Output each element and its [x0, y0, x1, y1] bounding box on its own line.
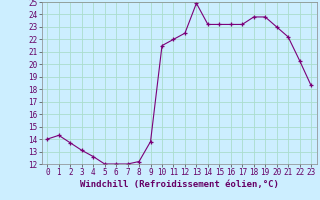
X-axis label: Windchill (Refroidissement éolien,°C): Windchill (Refroidissement éolien,°C): [80, 180, 279, 189]
